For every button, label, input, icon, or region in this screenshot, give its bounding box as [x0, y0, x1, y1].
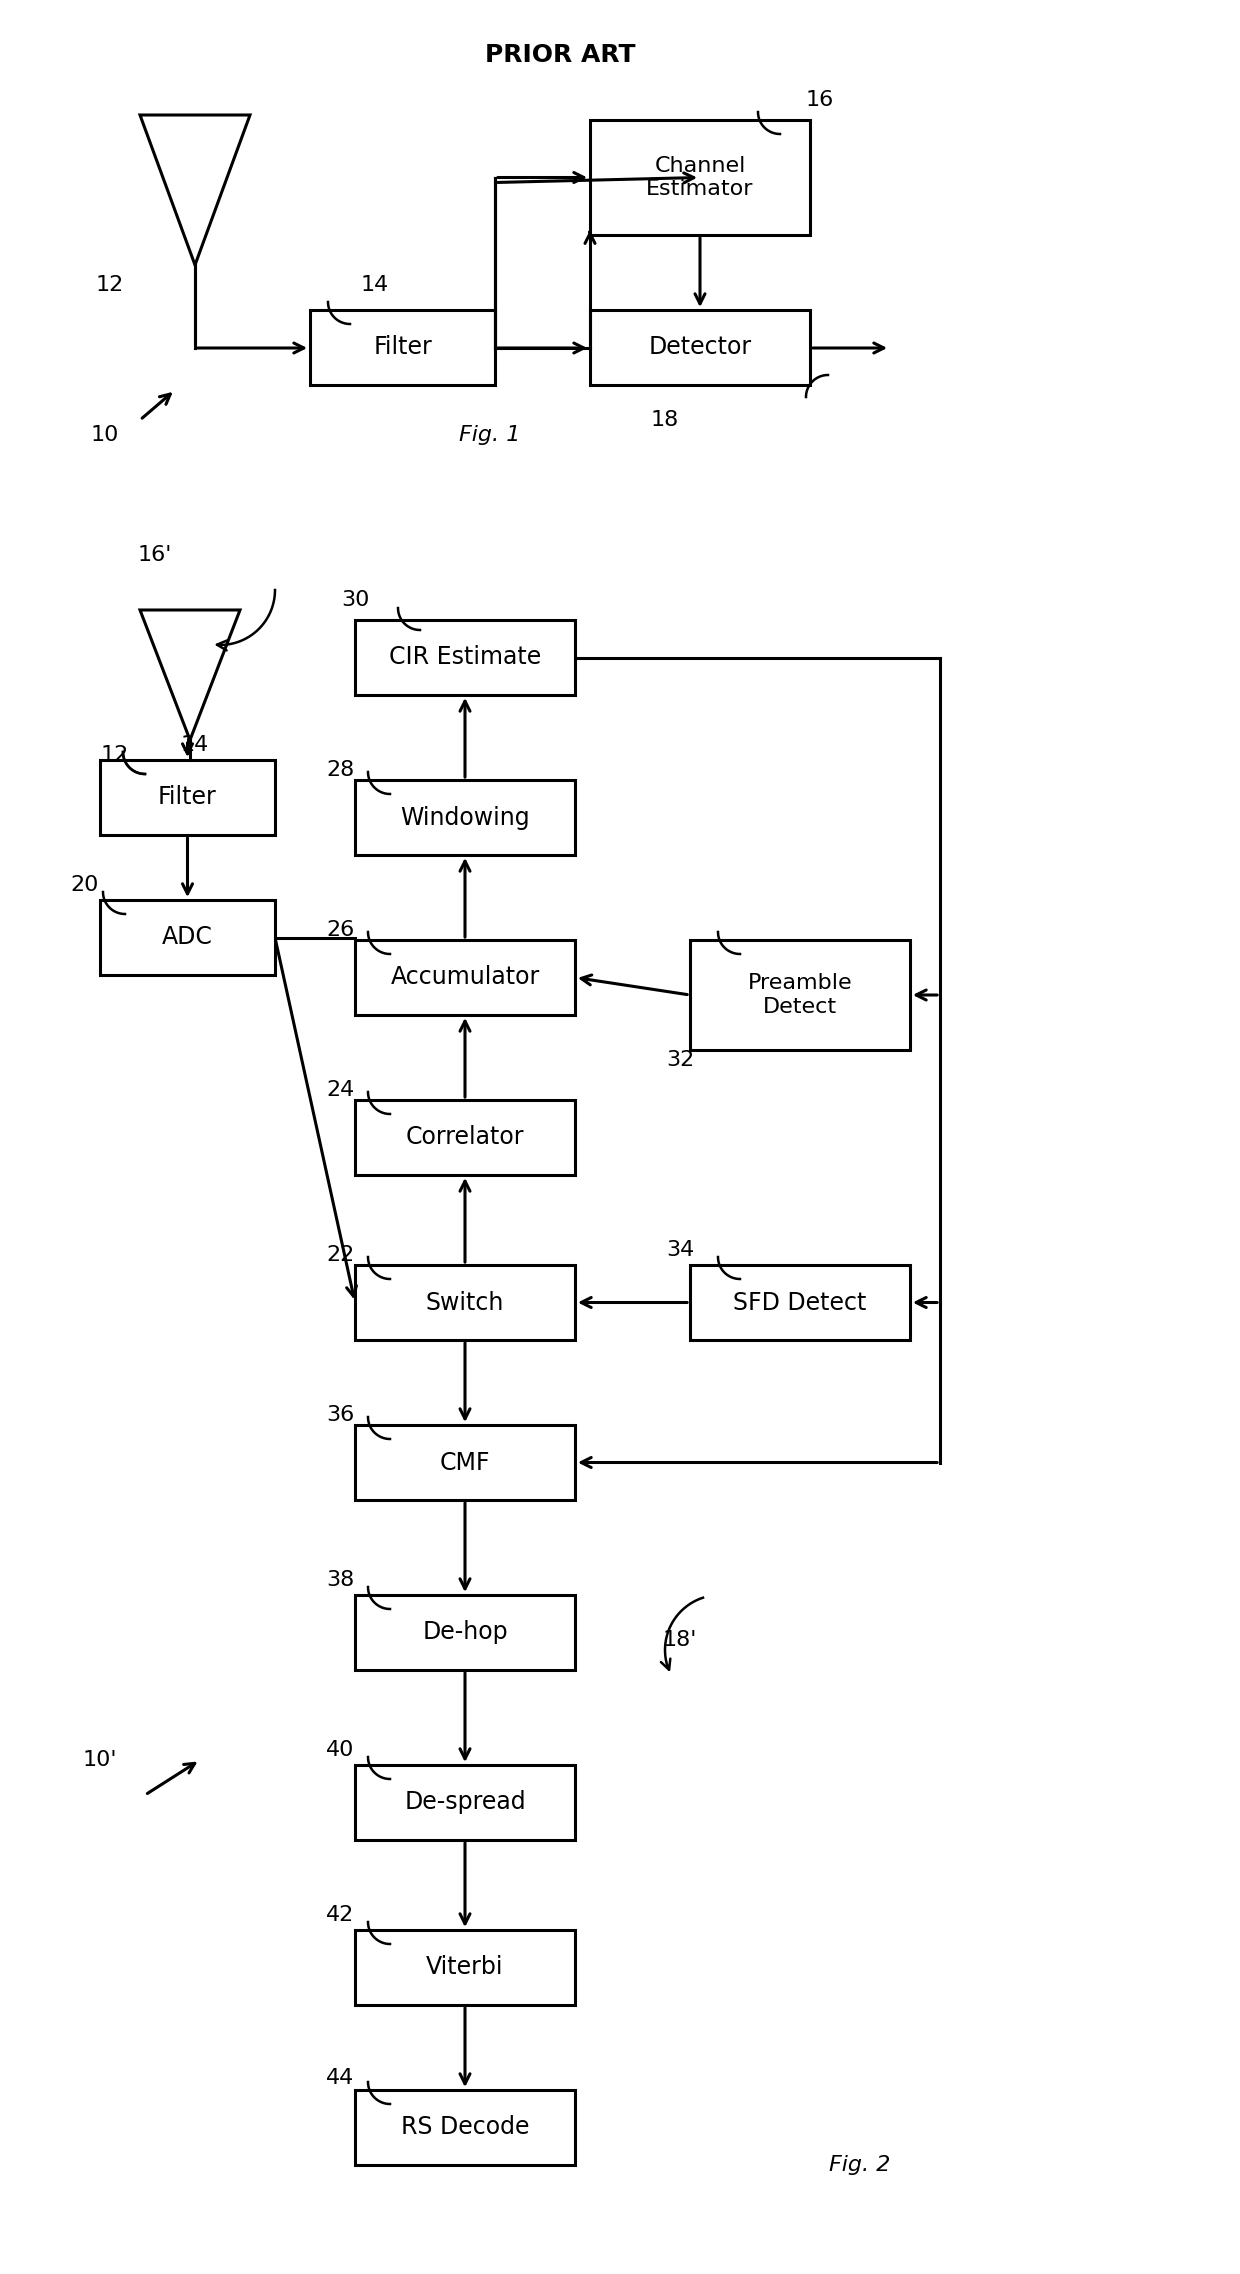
Text: 14: 14 [361, 275, 389, 296]
Text: 26: 26 [326, 921, 355, 939]
Bar [355, 2090, 575, 2165]
Text: 36: 36 [326, 1405, 355, 1426]
Text: Windowing: Windowing [401, 805, 529, 830]
Text: Preamble
Detect: Preamble Detect [748, 973, 852, 1016]
Bar [100, 901, 275, 976]
Text: PRIOR ART: PRIOR ART [485, 43, 635, 66]
Text: De-hop: De-hop [422, 1621, 508, 1644]
Text: 30: 30 [341, 589, 370, 609]
Text: Viterbi: Viterbi [427, 1956, 503, 1978]
Text: 16: 16 [806, 91, 835, 109]
Text: RS Decode: RS Decode [401, 2115, 529, 2140]
Text: Filter: Filter [159, 785, 217, 810]
Text: Detector: Detector [649, 337, 751, 359]
Text: 12: 12 [100, 746, 129, 764]
Text: ADC: ADC [162, 926, 213, 951]
Text: 24: 24 [326, 1080, 355, 1101]
Text: CIR Estimate: CIR Estimate [389, 646, 541, 669]
Text: 14: 14 [181, 735, 210, 755]
Text: Switch: Switch [425, 1292, 505, 1314]
Bar [355, 1101, 575, 1176]
Bar [310, 309, 495, 384]
Text: 44: 44 [326, 2067, 355, 2088]
Text: 20: 20 [71, 875, 99, 896]
Text: 32: 32 [666, 1051, 694, 1071]
Text: De-spread: De-spread [404, 1790, 526, 1815]
Bar [355, 621, 575, 696]
Text: Accumulator: Accumulator [391, 966, 539, 989]
Text: CMF: CMF [440, 1451, 490, 1474]
Bar [689, 939, 910, 1051]
Text: 16': 16' [138, 546, 172, 564]
Text: Fig. 2: Fig. 2 [830, 2156, 890, 2174]
Text: 34: 34 [666, 1239, 694, 1260]
Text: 18': 18' [663, 1630, 697, 1651]
Bar [590, 309, 810, 384]
Text: 28: 28 [326, 760, 355, 780]
Text: Fig. 1: Fig. 1 [459, 425, 521, 446]
Bar [355, 1765, 575, 1840]
Text: 22: 22 [326, 1244, 355, 1264]
Bar [355, 1931, 575, 2006]
Text: 40: 40 [326, 1740, 355, 1760]
Bar [355, 1426, 575, 1501]
Text: Filter: Filter [373, 337, 432, 359]
Text: Channel
Estimator: Channel Estimator [646, 157, 754, 200]
Bar [355, 1264, 575, 1339]
Bar [689, 1264, 910, 1339]
Text: 10': 10' [83, 1751, 118, 1769]
Bar [355, 1594, 575, 1669]
Bar [355, 939, 575, 1014]
Text: 38: 38 [326, 1569, 355, 1590]
Text: Correlator: Correlator [405, 1126, 525, 1148]
Text: 10: 10 [91, 425, 119, 446]
Text: SFD Detect: SFD Detect [733, 1292, 867, 1314]
Bar [100, 760, 275, 835]
Bar [355, 780, 575, 855]
Bar [590, 121, 810, 234]
Text: 42: 42 [326, 1906, 355, 1926]
Text: 18: 18 [651, 409, 680, 430]
Text: 12: 12 [95, 275, 124, 296]
